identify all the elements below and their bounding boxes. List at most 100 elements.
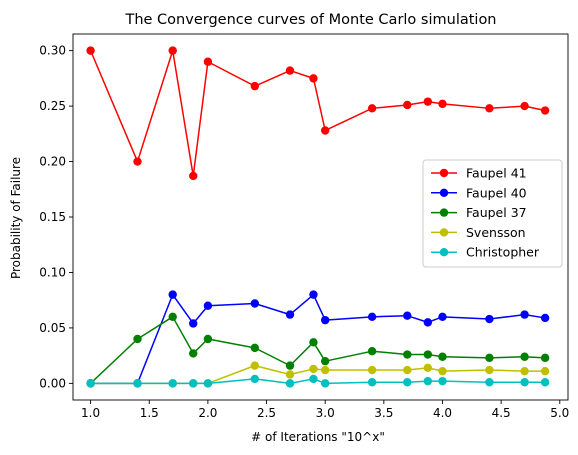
y-tick-label: 0.30 (39, 44, 66, 58)
data-point-christopher (320, 379, 330, 388)
x-tick-label: 2.5 (257, 406, 276, 420)
data-point-faupel-37 (285, 361, 295, 370)
legend-marker-svensson (439, 228, 449, 237)
data-point-christopher (86, 379, 95, 388)
data-point-faupel-37 (320, 356, 330, 366)
data-point-faupel-41 (189, 171, 198, 181)
x-tick-label: 2.0 (198, 406, 217, 420)
data-point-svensson (438, 366, 447, 376)
data-point-faupel-40 (320, 315, 330, 325)
data-point-faupel-37 (540, 353, 550, 363)
data-point-faupel-41 (520, 101, 529, 111)
legend-label-faupel-40: Faupel 40 (466, 185, 527, 200)
data-point-faupel-37 (189, 349, 198, 358)
data-point-christopher (520, 378, 529, 387)
data-point-faupel-41 (320, 126, 330, 135)
legend-marker-faupel-40 (439, 188, 449, 197)
data-point-christopher (485, 378, 494, 387)
data-point-faupel-37 (423, 350, 433, 359)
plot-area (86, 46, 550, 388)
data-point-faupel-41 (309, 74, 318, 83)
data-point-faupel-41 (403, 100, 412, 110)
data-point-faupel-41 (423, 97, 433, 106)
x-axis: 1.0 1.5 2.0 2.5 3.0 3.5 4.0 4.5 5.0 (81, 400, 569, 420)
legend-label-faupel-37: Faupel 37 (466, 205, 527, 220)
data-point-christopher (540, 378, 550, 387)
y-tick-label: 0.10 (39, 265, 66, 279)
data-point-faupel-40 (168, 290, 177, 299)
data-point-christopher (403, 378, 412, 387)
y-tick-label: 0.00 (39, 376, 66, 390)
data-point-svensson (367, 365, 377, 375)
data-point-christopher (203, 379, 213, 388)
y-tick-label: 0.20 (39, 155, 66, 169)
data-point-faupel-37 (438, 352, 447, 361)
data-point-svensson (540, 366, 550, 376)
x-tick-label: 3.5 (374, 406, 393, 420)
data-point-svensson (320, 365, 330, 375)
legend-marker-faupel-37 (439, 208, 449, 217)
x-tick-label: 1.5 (140, 406, 159, 420)
legend-label-faupel-41: Faupel 41 (466, 166, 527, 181)
x-tick-label: 3.0 (316, 406, 335, 420)
x-axis-label: # of Iterations "10^x" (251, 430, 385, 444)
data-point-christopher (250, 374, 260, 384)
data-point-faupel-41 (250, 81, 260, 91)
x-tick-label: 5.0 (550, 406, 569, 420)
data-point-svensson (403, 365, 412, 375)
data-point-faupel-40 (250, 299, 260, 308)
data-point-faupel-37 (485, 353, 494, 363)
series-line-christopher (90, 378, 546, 385)
y-tick-label: 0.25 (39, 99, 66, 113)
data-point-faupel-37 (133, 334, 142, 344)
legend-label-svensson: Svensson (466, 225, 526, 240)
data-point-faupel-37 (203, 334, 213, 344)
data-point-faupel-40 (520, 310, 529, 319)
data-point-christopher (438, 376, 447, 386)
data-point-faupel-40 (285, 310, 295, 319)
data-point-faupel-41 (540, 106, 550, 115)
data-point-faupel-41 (485, 104, 494, 113)
data-point-faupel-37 (168, 312, 177, 322)
x-tick-label: 4.5 (492, 406, 511, 420)
data-point-faupel-41 (438, 99, 447, 109)
data-point-faupel-40 (189, 319, 198, 328)
data-point-faupel-37 (403, 350, 412, 359)
data-point-faupel-37 (520, 352, 529, 361)
data-point-faupel-40 (203, 301, 213, 310)
data-point-svensson (285, 370, 295, 379)
y-axis: 0.00 0.05 0.10 0.15 0.20 0.25 0.30 (39, 44, 73, 390)
data-point-faupel-40 (367, 312, 377, 322)
series-line-faupel-40 (90, 293, 546, 385)
chart-title: The Convergence curves of Monte Carlo si… (124, 12, 496, 28)
data-point-faupel-40 (438, 312, 447, 322)
data-point-faupel-37 (309, 338, 318, 347)
data-point-svensson (485, 365, 494, 375)
data-point-svensson (250, 361, 260, 370)
data-point-faupel-40 (423, 318, 433, 327)
data-point-svensson (423, 363, 433, 373)
legend-label-christopher: Christopher (466, 245, 540, 260)
data-point-faupel-37 (250, 343, 260, 353)
data-point-faupel-37 (367, 347, 377, 356)
data-point-faupel-41 (285, 66, 295, 75)
x-tick-label: 4.0 (433, 406, 452, 420)
legend: Faupel 41 Faupel 40 Faupel 37 Svensson Chris… (422, 159, 563, 268)
data-point-faupel-40 (309, 290, 318, 299)
data-point-christopher (309, 374, 318, 384)
data-point-christopher (168, 379, 177, 388)
data-point-christopher (367, 378, 377, 387)
data-point-faupel-41 (133, 157, 142, 166)
y-tick-label: 0.15 (39, 210, 66, 224)
y-axis-label: Probability of Failure (9, 157, 23, 279)
y-tick-label: 0.05 (39, 321, 66, 335)
data-point-faupel-41 (168, 46, 177, 55)
data-point-faupel-41 (367, 104, 377, 113)
data-point-faupel-41 (86, 46, 95, 55)
data-point-christopher (133, 379, 142, 388)
x-tick-label: 1.0 (81, 406, 100, 420)
series-line-faupel-41 (89, 49, 546, 177)
data-point-svensson (309, 364, 318, 374)
series-line-faupel-37 (90, 316, 546, 384)
